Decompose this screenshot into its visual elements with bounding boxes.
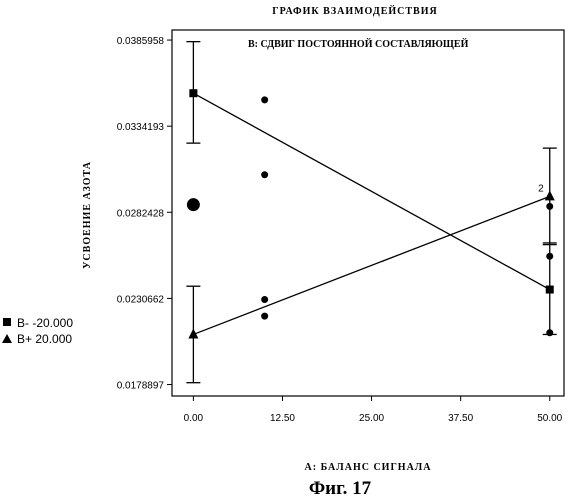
y-axis-label: УСВОЕНИЕ АЗОТА — [82, 161, 93, 269]
y-tick-label: 0.0282428 — [117, 208, 165, 219]
y-tick-label: 0.0334193 — [117, 122, 165, 133]
x-tick-label: 0.00 — [184, 413, 204, 424]
observation-point — [261, 296, 268, 303]
legend-item-b-minus: B- -20.000 — [17, 316, 73, 330]
x-axis-label: A: БАЛАНС СИГНАЛА — [305, 462, 432, 473]
x-tick-label: 25.00 — [359, 413, 384, 424]
y-tick-label: 0.0385958 — [117, 36, 165, 47]
x-axis-ticks: 0.00 12.50 25.00 37.50 50.00 — [184, 396, 563, 424]
y-tick-label: 0.0230662 — [117, 294, 165, 305]
y-axis-ticks: 0.0178897 0.0230662 0.0282428 0.0334193 0.03… — [117, 36, 172, 391]
series-line — [193, 196, 549, 334]
series-marker-triangle — [545, 190, 555, 200]
legend-square-icon — [3, 318, 11, 326]
x-tick-label: 50.00 — [537, 413, 562, 424]
legend: B- -20.000 B+ 20.000 — [2, 316, 73, 346]
figure-caption: Фиг. 17 — [309, 478, 372, 499]
observation-point — [546, 253, 553, 260]
annotation-label: 2 — [538, 183, 544, 194]
series-marker-square — [189, 89, 197, 97]
annotations-layer: 2 — [538, 183, 544, 194]
x-tick-label: 12.50 — [270, 413, 295, 424]
chart-subtitle: B: СДВИГ ПОСТОЯННОЙ СОСТАВЛЯЮЩЕЙ — [248, 38, 469, 50]
series-marker-square — [546, 286, 554, 294]
observation-point — [546, 203, 553, 210]
series-line — [193, 93, 549, 289]
observation-point — [187, 198, 200, 211]
y-tick-label: 0.0178897 — [117, 381, 165, 392]
legend-item-b-plus: B+ 20.000 — [17, 332, 72, 346]
series-layer — [186, 42, 556, 383]
chart-title: ГРАФИК ВЗАИМОДЕЙСТВИЯ — [272, 5, 437, 17]
legend-triangle-icon — [2, 334, 12, 343]
observation-point — [261, 171, 268, 178]
observation-point — [261, 313, 268, 320]
observation-point — [546, 329, 553, 336]
x-tick-label: 37.50 — [448, 413, 473, 424]
observation-point — [261, 96, 268, 103]
